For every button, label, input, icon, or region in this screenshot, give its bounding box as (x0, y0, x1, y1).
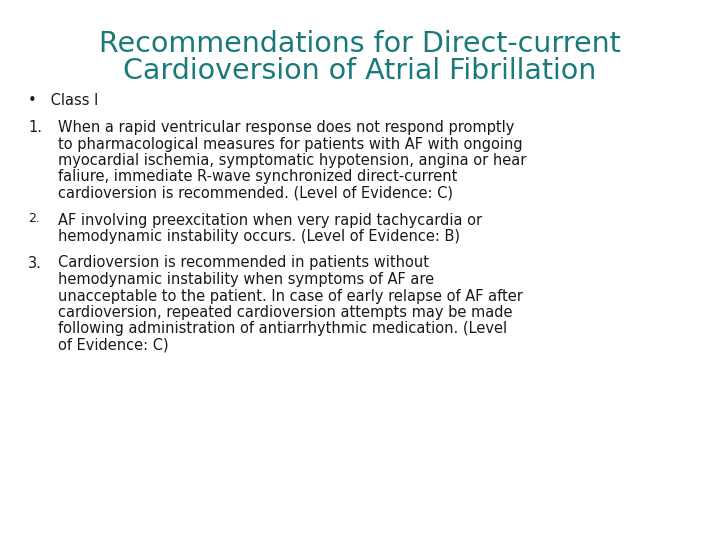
Text: of Evidence: C): of Evidence: C) (58, 338, 168, 353)
Text: following administration of antiarrhythmic medication. (Level: following administration of antiarrhythm… (58, 321, 507, 336)
Text: 2.: 2. (28, 213, 40, 226)
Text: AF involving preexcitation when very rapid tachycardia or: AF involving preexcitation when very rap… (58, 213, 482, 227)
Text: 1.: 1. (28, 120, 42, 135)
Text: •   Class I: • Class I (28, 93, 99, 108)
Text: When a rapid ventricular response does not respond promptly: When a rapid ventricular response does n… (58, 120, 514, 135)
Text: 3.: 3. (28, 255, 42, 271)
Text: myocardial ischemia, symptomatic hypotension, angina or hear: myocardial ischemia, symptomatic hypoten… (58, 153, 526, 168)
Text: to pharmacological measures for patients with AF with ongoing: to pharmacological measures for patients… (58, 137, 523, 152)
Text: Cardioversion is recommended in patients without: Cardioversion is recommended in patients… (58, 255, 429, 271)
Text: hemodynamic instability when symptoms of AF are: hemodynamic instability when symptoms of… (58, 272, 434, 287)
Text: unacceptable to the patient. In case of early relapse of AF after: unacceptable to the patient. In case of … (58, 288, 523, 303)
Text: cardioversion is recommended. (Level of Evidence: C): cardioversion is recommended. (Level of … (58, 186, 453, 201)
Text: Recommendations for Direct-current: Recommendations for Direct-current (99, 30, 621, 58)
Text: Cardioversion of Atrial Fibrillation: Cardioversion of Atrial Fibrillation (123, 57, 597, 85)
Text: faliure, immediate R-wave synchronized direct-current: faliure, immediate R-wave synchronized d… (58, 170, 457, 185)
Text: cardioversion, repeated cardioversion attempts may be made: cardioversion, repeated cardioversion at… (58, 305, 513, 320)
Text: hemodynamic instability occurs. (Level of Evidence: B): hemodynamic instability occurs. (Level o… (58, 229, 460, 244)
